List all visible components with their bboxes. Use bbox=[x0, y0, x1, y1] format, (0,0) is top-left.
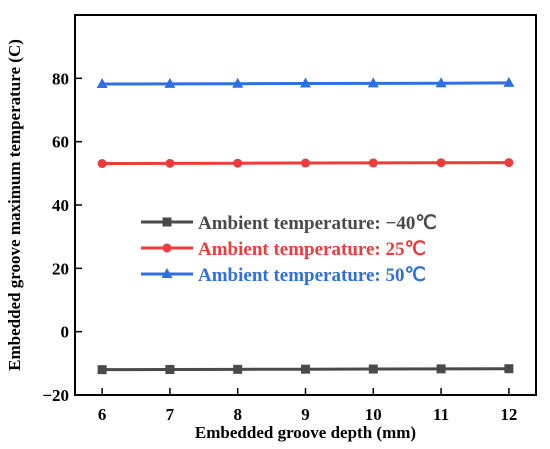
legend-marker bbox=[162, 217, 172, 227]
data-point-square bbox=[504, 364, 514, 374]
data-point-circle bbox=[165, 158, 175, 168]
legend-label: Ambient temperature: 25℃ bbox=[198, 239, 426, 260]
y-tick-label: 20 bbox=[52, 259, 69, 278]
x-tick-label: 11 bbox=[433, 405, 449, 424]
x-tick-label: 9 bbox=[301, 405, 310, 424]
data-point-circle bbox=[233, 158, 243, 168]
legend-marker bbox=[161, 268, 173, 278]
y-tick-label: 80 bbox=[52, 69, 69, 88]
legend: Ambient temperature: −40℃ Ambient tempera… bbox=[141, 213, 437, 286]
data-point-circle bbox=[504, 158, 514, 168]
series-markers bbox=[96, 76, 515, 375]
data-point-square bbox=[301, 364, 310, 374]
data-point-triangle bbox=[96, 78, 108, 89]
data-point-circle bbox=[368, 158, 378, 168]
y-tick-label: −20 bbox=[42, 386, 69, 405]
data-point-square bbox=[233, 364, 243, 374]
data-point-circle bbox=[436, 158, 446, 168]
x-tick-label: 10 bbox=[365, 405, 382, 424]
y-axis-title: Embedded groove maximum temperature (C) bbox=[5, 39, 24, 371]
x-tick-label: 7 bbox=[166, 405, 175, 424]
y-tick-label: 0 bbox=[61, 323, 70, 342]
legend-label: Ambient temperature: −40℃ bbox=[198, 213, 437, 234]
x-tick-label: 6 bbox=[98, 405, 107, 424]
y-axis-ticks: −20 0 20 40 60 80 bbox=[42, 69, 82, 405]
data-point-circle bbox=[97, 159, 107, 169]
x-tick-label: 12 bbox=[500, 405, 517, 424]
data-point-triangle bbox=[435, 77, 447, 88]
x-axis-title: Embedded groove depth (mm) bbox=[195, 423, 416, 442]
data-point-triangle bbox=[232, 77, 244, 88]
plot-frame bbox=[74, 14, 537, 396]
data-point-triangle bbox=[503, 76, 515, 87]
data-point-square bbox=[436, 364, 446, 374]
data-point-triangle bbox=[367, 77, 379, 88]
data-point-square bbox=[165, 365, 175, 375]
legend-marker bbox=[162, 243, 172, 253]
y-tick-label: 40 bbox=[52, 196, 69, 215]
legend-label: Ambient temperature: 50℃ bbox=[198, 265, 426, 286]
data-point-square bbox=[368, 364, 378, 374]
data-point-circle bbox=[301, 158, 310, 168]
data-point-square bbox=[97, 365, 107, 375]
data-point-triangle bbox=[164, 77, 176, 88]
x-axis-ticks: 6 7 8 9 10 11 12 bbox=[98, 388, 517, 424]
x-tick-label: 8 bbox=[233, 405, 242, 424]
data-point-triangle bbox=[300, 77, 311, 88]
y-tick-label: 60 bbox=[52, 133, 69, 152]
